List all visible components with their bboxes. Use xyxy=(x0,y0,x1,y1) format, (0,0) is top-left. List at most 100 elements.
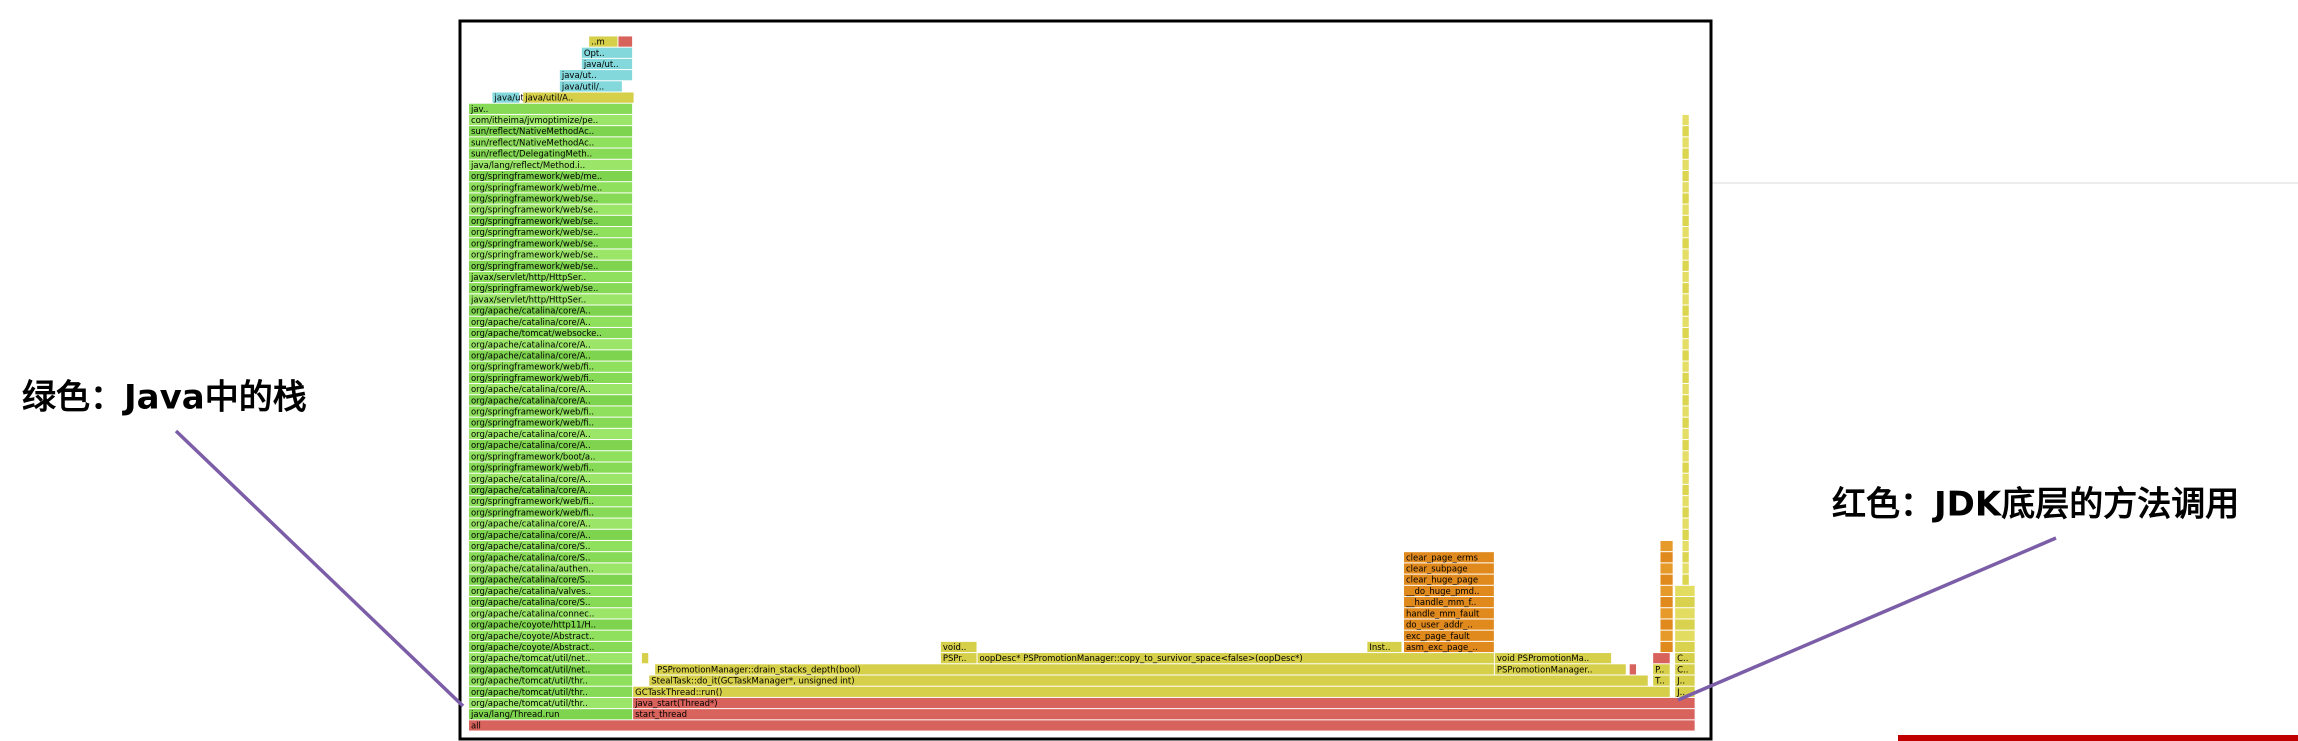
frame xyxy=(1682,417,1689,428)
frame-label: org/apache/catalina/core/A.. xyxy=(471,430,591,440)
frame xyxy=(468,361,633,372)
frame xyxy=(468,428,633,440)
frame xyxy=(1682,529,1689,540)
frame-label: org/apache/tomcat/websocke.. xyxy=(471,329,602,339)
frame xyxy=(468,406,633,417)
frame xyxy=(1675,597,1695,608)
frame-label: sun/reflect/NativeMethodAc.. xyxy=(471,127,594,137)
frame-label: org/apache/catalina/core/S.. xyxy=(471,576,590,586)
frame xyxy=(1404,641,1494,653)
frame xyxy=(1367,641,1402,653)
frame xyxy=(618,36,633,47)
frame xyxy=(468,585,633,597)
frame xyxy=(1682,249,1689,260)
frame xyxy=(1653,675,1670,686)
frame xyxy=(1629,664,1637,675)
frame-label: org/apache/tomcat/util/net.. xyxy=(471,654,590,664)
frame xyxy=(468,103,633,114)
frame xyxy=(468,440,633,451)
frame xyxy=(977,653,1494,664)
frame xyxy=(468,114,633,126)
frame-label: java_start(Thread*) xyxy=(634,699,717,709)
frame xyxy=(1682,428,1689,440)
frame xyxy=(468,451,633,462)
frame-label: org/springframework/web/me.. xyxy=(471,183,602,193)
frame xyxy=(523,92,634,103)
frame xyxy=(1682,496,1689,507)
frame-label: org/springframework/web/se.. xyxy=(471,251,598,261)
frame xyxy=(1660,563,1673,574)
frame-label: oopDesc* PSPromotionManager::copy_to_sur… xyxy=(980,654,1303,664)
frame xyxy=(468,496,633,507)
frame xyxy=(1675,641,1695,653)
frame xyxy=(1404,585,1494,597)
frame-label: clear_subpage xyxy=(1406,564,1468,574)
frame xyxy=(1682,260,1689,271)
frame xyxy=(468,653,633,664)
frame-label: org/springframework/web/se.. xyxy=(471,262,598,272)
frame xyxy=(468,664,633,675)
frame xyxy=(1682,395,1689,406)
frame xyxy=(655,664,1494,675)
frame-label: org/apache/catalina/core/A.. xyxy=(471,486,591,496)
frame xyxy=(1682,440,1689,451)
frame xyxy=(1682,148,1689,159)
frame-label: org/springframework/web/fi.. xyxy=(471,374,594,384)
frame xyxy=(1404,552,1494,563)
frame-label: org/apache/catalina/authen.. xyxy=(471,564,594,574)
frame xyxy=(1682,339,1689,350)
frame xyxy=(468,159,633,170)
frame xyxy=(468,507,633,518)
frame xyxy=(1675,675,1695,686)
frame-label: com/itheima/jvmoptimize/pe.. xyxy=(471,116,598,126)
frame-label: J.. xyxy=(1676,677,1685,687)
frame xyxy=(468,630,633,641)
frame-label: PSPr.. xyxy=(943,654,967,664)
flame-graph-frame xyxy=(458,19,1713,741)
frame xyxy=(581,47,633,58)
frame-label: java/ut.. xyxy=(583,60,619,70)
frame xyxy=(1660,630,1673,641)
frame xyxy=(468,204,633,215)
frame xyxy=(1682,316,1689,327)
frame xyxy=(468,350,633,361)
frame xyxy=(1404,563,1494,574)
red-annotation: 红色：JDK底层的方法调用 xyxy=(1832,485,2239,525)
frame-label: J.. xyxy=(1676,688,1685,698)
frame xyxy=(1494,653,1612,664)
frame xyxy=(468,395,633,406)
frame xyxy=(1682,170,1689,182)
frame-label: clear_huge_page xyxy=(1406,576,1478,586)
frame xyxy=(468,675,633,686)
frame xyxy=(468,540,633,552)
frame-label: org/springframework/web/me.. xyxy=(471,172,602,182)
frame xyxy=(1653,664,1670,675)
frame-label: org/springframework/web/se.. xyxy=(471,195,598,205)
frame xyxy=(468,697,633,709)
frame xyxy=(641,653,649,664)
frame xyxy=(468,193,633,204)
frame xyxy=(468,294,633,305)
frame-label: org/apache/catalina/core/S.. xyxy=(471,553,590,563)
frame xyxy=(1682,372,1689,384)
frame xyxy=(468,608,633,619)
frame xyxy=(1682,518,1689,529)
frame xyxy=(1682,384,1689,395)
frame xyxy=(468,574,633,585)
frame xyxy=(468,215,633,227)
frame-label: org/springframework/web/se.. xyxy=(471,206,598,216)
frame xyxy=(468,384,633,395)
frame xyxy=(1660,574,1673,585)
frame xyxy=(1682,126,1689,137)
frame-label: org/springframework/web/se.. xyxy=(471,228,598,238)
frame-label: org/springframework/web/se.. xyxy=(471,217,598,227)
frame xyxy=(940,653,977,664)
frame-label: javax/servlet/http/HttpSer.. xyxy=(470,295,586,305)
frame-label: org/springframework/web/fi.. xyxy=(471,508,594,518)
frame xyxy=(468,484,633,496)
frame-label: org/apache/catalina/core/A.. xyxy=(471,475,591,485)
frame-label: java/util/.. xyxy=(561,82,604,92)
frame-label: do_user_addr_.. xyxy=(1406,621,1473,631)
frame-label: org/apache/catalina/core/A.. xyxy=(471,396,591,406)
